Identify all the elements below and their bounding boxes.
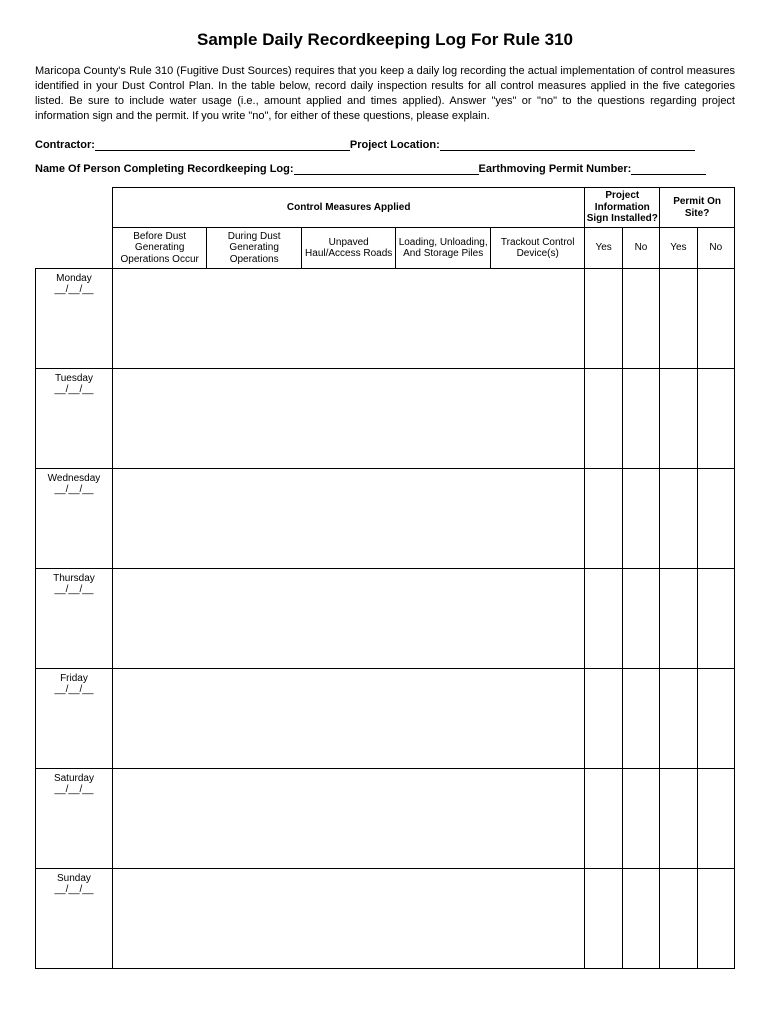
cell-thu-ps-no[interactable] (622, 569, 659, 669)
intro-paragraph: Maricopa County's Rule 310 (Fugitive Dus… (35, 64, 735, 123)
cell-fri-po-no[interactable] (697, 669, 734, 769)
cell-tue-po-no[interactable] (697, 369, 734, 469)
hdr-cm1: Before Dust Generating Operations Occur (112, 227, 207, 269)
project-location-input-line[interactable] (440, 140, 695, 151)
cell-sun-ps-no[interactable] (622, 869, 659, 969)
project-location-label: Project Location: (350, 139, 440, 151)
permit-label: Earthmoving Permit Number: (479, 163, 632, 175)
cell-sun-ps-yes[interactable] (585, 869, 622, 969)
cell-thu-po-yes[interactable] (660, 569, 697, 669)
cell-sat-po-yes[interactable] (660, 769, 697, 869)
hdr-control-measures: Control Measures Applied (112, 188, 585, 228)
person-label: Name Of Person Completing Recordkeeping … (35, 163, 294, 175)
permit-input-line[interactable] (631, 164, 706, 175)
cell-fri-po-yes[interactable] (660, 669, 697, 769)
cell-thu-ps-yes[interactable] (585, 569, 622, 669)
day-tuesday: Tuesday__/__/__ (36, 369, 113, 469)
hdr-cm4: Loading, Unloading, And Storage Piles (396, 227, 491, 269)
cell-mon-cm[interactable] (112, 269, 585, 369)
day-sunday: Sunday__/__/__ (36, 869, 113, 969)
cell-mon-ps-no[interactable] (622, 269, 659, 369)
hdr-yes-1: Yes (585, 227, 622, 269)
hdr-cm2: During Dust Generating Operations (207, 227, 302, 269)
cell-fri-ps-yes[interactable] (585, 669, 622, 769)
cell-fri-cm[interactable] (112, 669, 585, 769)
cell-sat-ps-no[interactable] (622, 769, 659, 869)
person-input-line[interactable] (294, 164, 479, 175)
day-thursday: Thursday__/__/__ (36, 569, 113, 669)
cell-sun-po-no[interactable] (697, 869, 734, 969)
cell-mon-ps-yes[interactable] (585, 269, 622, 369)
hdr-yes-2: Yes (660, 227, 697, 269)
cell-mon-po-no[interactable] (697, 269, 734, 369)
cell-thu-po-no[interactable] (697, 569, 734, 669)
hdr-no-1: No (622, 227, 659, 269)
cell-sat-ps-yes[interactable] (585, 769, 622, 869)
cell-wed-cm[interactable] (112, 469, 585, 569)
day-wednesday: Wednesday__/__/__ (36, 469, 113, 569)
cell-thu-cm[interactable] (112, 569, 585, 669)
hdr-project-sign: Project Information Sign Installed? (585, 188, 660, 228)
cell-mon-po-yes[interactable] (660, 269, 697, 369)
log-table: Control Measures Applied Project Informa… (35, 187, 735, 969)
hdr-no-2: No (697, 227, 734, 269)
field-row-1: Contractor: Project Location: (35, 139, 735, 151)
cell-wed-po-yes[interactable] (660, 469, 697, 569)
cell-tue-po-yes[interactable] (660, 369, 697, 469)
hdr-cm3: Unpaved Haul/Access Roads (301, 227, 396, 269)
field-row-2: Name Of Person Completing Recordkeeping … (35, 163, 735, 175)
day-friday: Friday__/__/__ (36, 669, 113, 769)
day-saturday: Saturday__/__/__ (36, 769, 113, 869)
day-monday: Monday__/__/__ (36, 269, 113, 369)
hdr-cm5: Trackout Control Device(s) (490, 227, 585, 269)
blank-corner-2 (36, 227, 113, 269)
cell-wed-ps-no[interactable] (622, 469, 659, 569)
contractor-input-line[interactable] (95, 140, 350, 151)
hdr-permit-onsite: Permit On Site? (660, 188, 735, 228)
cell-sat-po-no[interactable] (697, 769, 734, 869)
cell-wed-ps-yes[interactable] (585, 469, 622, 569)
cell-tue-ps-yes[interactable] (585, 369, 622, 469)
cell-fri-ps-no[interactable] (622, 669, 659, 769)
cell-wed-po-no[interactable] (697, 469, 734, 569)
cell-sun-po-yes[interactable] (660, 869, 697, 969)
cell-tue-cm[interactable] (112, 369, 585, 469)
blank-corner (36, 188, 113, 228)
cell-tue-ps-no[interactable] (622, 369, 659, 469)
contractor-label: Contractor: (35, 139, 95, 151)
cell-sun-cm[interactable] (112, 869, 585, 969)
cell-sat-cm[interactable] (112, 769, 585, 869)
page-title: Sample Daily Recordkeeping Log For Rule … (35, 30, 735, 50)
